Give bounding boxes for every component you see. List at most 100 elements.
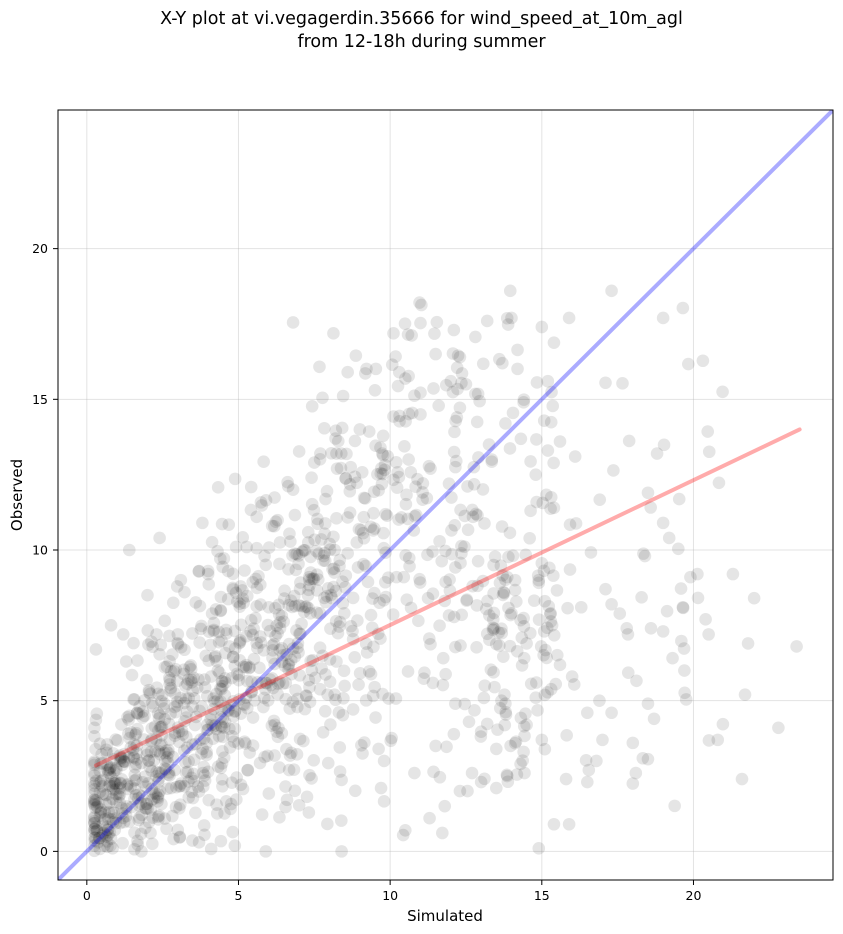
data-point	[360, 362, 373, 376]
data-point	[174, 691, 187, 705]
data-point	[177, 696, 191, 710]
data-point	[188, 718, 202, 732]
data-point	[621, 666, 635, 679]
data-point	[237, 596, 250, 610]
data-point	[230, 595, 244, 608]
data-point	[379, 546, 392, 560]
data-point	[423, 811, 436, 825]
data-point	[121, 777, 134, 791]
data-point	[240, 629, 253, 643]
data-point	[88, 810, 101, 824]
data-point	[399, 549, 412, 562]
data-point	[192, 565, 206, 578]
data-point	[461, 784, 474, 798]
data-point	[205, 718, 219, 732]
data-point	[348, 784, 362, 798]
data-point	[336, 389, 350, 403]
data-point	[257, 455, 270, 468]
data-point	[530, 376, 544, 389]
data-point	[593, 493, 607, 506]
data-point	[246, 575, 260, 589]
data-point	[211, 544, 224, 558]
data-point	[636, 751, 650, 765]
data-point	[134, 797, 148, 810]
data-point	[163, 671, 176, 685]
data-point	[430, 315, 444, 329]
data-point	[459, 377, 473, 391]
data-point	[145, 794, 158, 807]
data-point	[368, 680, 381, 694]
data-point	[563, 518, 577, 531]
data-point	[116, 811, 130, 825]
data-point	[413, 572, 426, 586]
data-point	[376, 429, 390, 443]
data-point	[284, 535, 297, 548]
data-point	[214, 834, 228, 848]
data-point	[511, 362, 524, 376]
data-point	[280, 742, 293, 756]
data-point	[454, 556, 467, 570]
data-point	[258, 549, 271, 563]
data-point	[128, 842, 141, 856]
data-point	[245, 685, 258, 699]
data-point	[237, 660, 250, 674]
data-point	[262, 541, 276, 554]
data-point	[467, 460, 481, 474]
data-point	[106, 842, 119, 855]
data-point	[138, 709, 151, 723]
data-point	[273, 676, 286, 689]
data-point	[134, 827, 148, 841]
data-point	[390, 481, 404, 494]
data-point	[449, 460, 462, 474]
data-point	[251, 676, 264, 689]
data-point	[159, 744, 173, 758]
data-point	[517, 393, 531, 406]
data-point	[215, 704, 229, 717]
data-point	[426, 545, 439, 558]
data-point	[162, 768, 175, 781]
data-point	[166, 750, 180, 764]
data-point	[465, 766, 479, 780]
data-point	[151, 707, 165, 720]
data-point	[128, 774, 141, 787]
data-point	[502, 601, 515, 615]
data-point	[500, 769, 514, 783]
data-point	[362, 425, 376, 438]
data-point	[374, 467, 388, 480]
data-point	[327, 580, 340, 594]
data-point	[166, 809, 179, 823]
data-point	[160, 660, 174, 673]
data-point	[184, 659, 198, 672]
data-point	[185, 676, 199, 689]
data-point	[216, 679, 229, 693]
data-point	[547, 456, 560, 470]
data-point	[88, 822, 102, 836]
data-point	[267, 519, 281, 533]
data-point	[514, 613, 527, 627]
data-point	[333, 765, 347, 778]
data-point	[171, 636, 184, 650]
data-point	[436, 826, 449, 840]
data-point	[547, 501, 561, 515]
data-point	[420, 491, 434, 505]
data-point	[100, 746, 114, 760]
data-point	[217, 552, 231, 565]
data-point	[233, 635, 247, 649]
data-point	[490, 781, 503, 795]
data-point	[216, 675, 229, 688]
data-point	[656, 625, 670, 638]
data-point	[214, 710, 228, 724]
data-point	[303, 768, 316, 782]
data-point	[647, 712, 661, 726]
data-point	[248, 694, 261, 707]
data-point	[543, 561, 556, 575]
data-point	[103, 796, 116, 809]
data-point	[412, 614, 425, 628]
data-point	[626, 777, 640, 790]
data-point	[124, 779, 138, 793]
data-point	[214, 695, 227, 708]
data-point	[215, 675, 229, 688]
data-point	[504, 739, 517, 753]
data-point	[99, 798, 113, 811]
data-point	[293, 669, 307, 682]
